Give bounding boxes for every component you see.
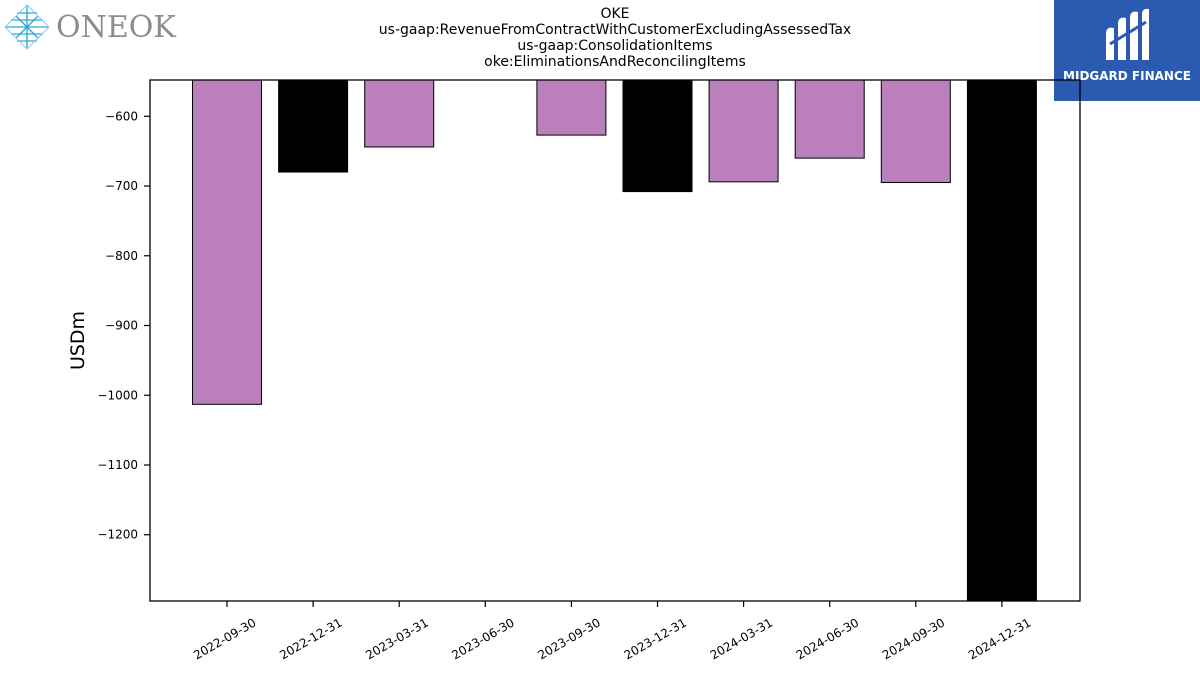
midgard-finance-logo: MIDGARD FINANCE — [1054, 0, 1200, 101]
title-line-4: oke:EliminationsAndReconcilingItems — [484, 54, 746, 70]
bar-2024-06-30 — [794, 79, 865, 159]
bar-2024-09-30 — [880, 79, 951, 184]
bar-2023-12-31 — [622, 79, 693, 193]
title-line-1: OKE — [600, 6, 630, 22]
title-line-2: us-gaap:RevenueFromContractWithCustomerE… — [378, 22, 852, 38]
plot-frame — [149, 79, 1081, 602]
y-tick-label: −800 — [105, 249, 138, 263]
y-tick-label: −700 — [105, 179, 138, 193]
midgard-wordmark: MIDGARD FINANCE — [1063, 69, 1191, 83]
x-tick-label: 2024-09-30 — [880, 615, 947, 662]
x-tick-label: 2023-06-30 — [449, 615, 516, 662]
x-tick-label: 2023-12-31 — [622, 615, 689, 662]
x-tick-label: 2022-09-30 — [191, 615, 258, 662]
bars-group — [192, 79, 1037, 602]
oneok-wordmark: ONEOK — [56, 10, 176, 45]
y-tick-label: −1100 — [97, 458, 138, 472]
oneok-logo: ONEOK — [4, 4, 176, 50]
chart-title: OKE us-gaap:RevenueFromContractWithCusto… — [365, 6, 865, 70]
x-tick-label: 2023-03-31 — [363, 615, 430, 662]
y-axis: −600 −700 −800 −900 −1000 −1100 −1200 — [97, 109, 150, 542]
y-tick-label: −600 — [105, 109, 138, 123]
x-tick-label: 2024-03-31 — [708, 615, 775, 662]
y-axis-label: USDm — [67, 311, 89, 370]
bar-2023-09-30 — [536, 79, 607, 136]
bar-2022-09-30 — [192, 79, 262, 405]
x-tick-label: 2024-12-31 — [966, 615, 1033, 662]
x-axis: 2022-09-30 2022-12-31 2023-03-31 2023-06-30… — [191, 601, 1033, 662]
midgard-m-icon — [1106, 8, 1149, 61]
x-tick-label: 2024-06-30 — [794, 615, 861, 662]
y-tick-label: −900 — [105, 319, 138, 333]
x-tick-label: 2022-12-31 — [277, 615, 344, 662]
bar-2022-12-31 — [278, 79, 349, 173]
y-tick-label: −1000 — [97, 388, 138, 402]
oneok-diamond-icon — [4, 4, 50, 50]
bar-2024-03-31 — [708, 79, 779, 183]
bar-2023-03-31 — [364, 79, 435, 148]
title-line-3: us-gaap:ConsolidationItems — [517, 38, 713, 54]
bar-2024-12-31 — [966, 79, 1037, 602]
x-tick-label: 2023-09-30 — [535, 615, 602, 662]
y-tick-label: −1200 — [97, 528, 138, 542]
